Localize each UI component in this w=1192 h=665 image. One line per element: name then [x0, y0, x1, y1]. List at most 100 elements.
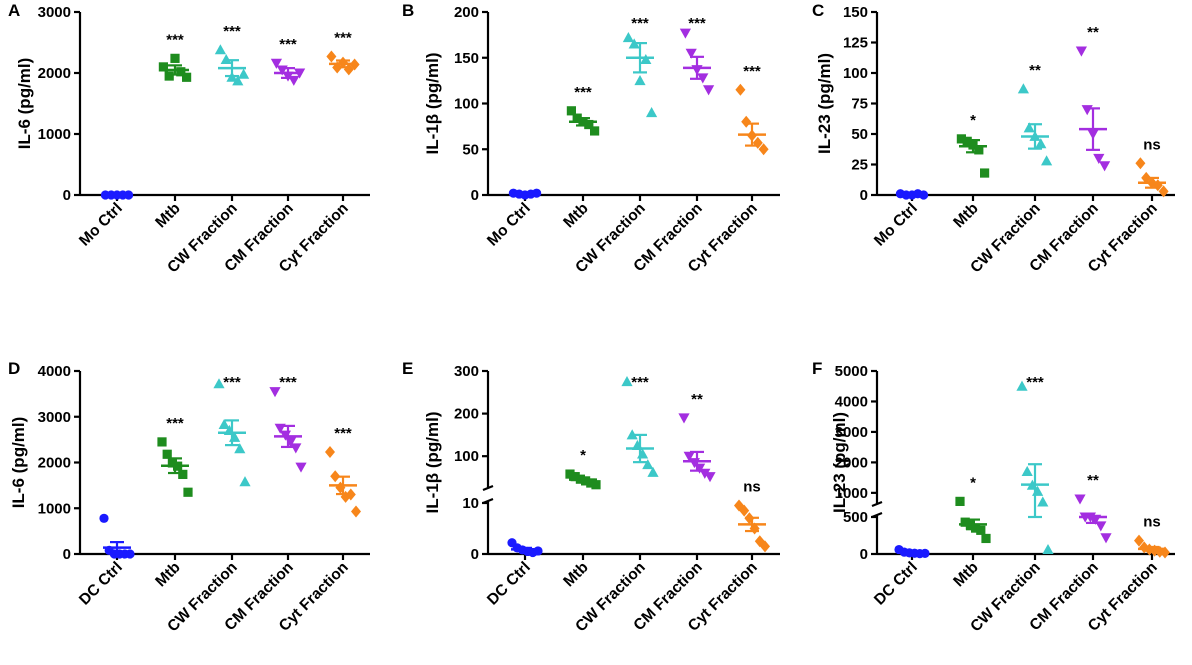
series-0: Mo Ctrl: [76, 190, 134, 250]
data-point: [1016, 380, 1028, 391]
axis-break-mark: [871, 500, 883, 508]
y-tick-label: 200: [454, 4, 479, 21]
series-0: Mo Ctrl: [484, 188, 542, 250]
data-point: [703, 85, 715, 96]
series-3: CM Fraction**: [630, 391, 716, 634]
series-1: Mtb ***: [560, 84, 600, 231]
y-tick-label: 100: [454, 96, 479, 113]
data-point: [960, 517, 970, 527]
data-point: [956, 134, 966, 144]
data-point: [1158, 185, 1169, 198]
significance-label: *: [970, 112, 976, 129]
data-point: [704, 472, 716, 483]
x-category-label: Mtb: [560, 200, 591, 231]
y-tick-label: 1000: [835, 485, 868, 502]
series-2: CW Fraction***: [164, 374, 251, 635]
data-point: [640, 53, 652, 65]
data-point: [590, 126, 600, 136]
significance-label: *: [580, 447, 586, 464]
x-category-label: Mtb: [950, 559, 981, 590]
data-point: [1075, 46, 1087, 57]
panel-letter: D: [8, 359, 20, 378]
data-point: [1023, 122, 1035, 133]
data-point: [325, 445, 335, 458]
y-tick-label: 75: [851, 96, 868, 113]
data-point: [962, 136, 972, 146]
series-1: Mtb *: [950, 112, 990, 231]
y-tick-label: 300: [454, 363, 479, 380]
y-axis-label: IL-6 (pg/ml): [9, 417, 28, 509]
y-tick-label: 0: [63, 546, 71, 563]
x-category-label: Mo Ctrl: [484, 200, 534, 250]
data-point: [326, 50, 337, 63]
data-point: [758, 143, 769, 156]
x-category-label: Mo Ctrl: [76, 200, 126, 250]
y-tick-label: 0: [860, 546, 868, 563]
significance-label: ***: [1026, 374, 1044, 391]
panel-f: F IL-23 (pg/ml) 0 500 1000 2000 3000 4000 5000 DC…: [812, 359, 1175, 635]
significance-label: ***: [334, 30, 352, 47]
significance-label: **: [1087, 472, 1099, 489]
data-point: [647, 466, 659, 477]
data-point: [343, 63, 354, 76]
data-point: [1135, 157, 1146, 170]
x-category-label: Mtb: [950, 200, 981, 231]
data-point: [1100, 533, 1112, 544]
x-category-label: Mo Ctrl: [871, 200, 921, 250]
series-1: Mtb ***: [152, 415, 193, 590]
data-point: [125, 549, 135, 559]
data-point: [220, 53, 232, 65]
data-point: [269, 387, 281, 398]
y-tick-label: 2000: [835, 454, 868, 471]
y-tick-label: 150: [454, 50, 479, 67]
data-point: [634, 75, 646, 86]
series-3: CM Fraction***: [630, 15, 715, 275]
data-point: [1134, 534, 1144, 547]
data-point: [586, 478, 596, 488]
data-point: [678, 413, 690, 424]
significance-label: ***: [166, 415, 184, 432]
data-point: [976, 525, 986, 535]
y-tick-label: 10: [462, 495, 479, 512]
series-4: Cyt Fraction***: [276, 425, 361, 635]
data-point: [570, 472, 580, 482]
series-1: Mtb *: [560, 447, 601, 590]
data-point: [351, 505, 361, 518]
y-axis-label: IL-1β (pg/ml): [423, 412, 442, 514]
data-point: [238, 68, 250, 79]
y-tick-label: 5000: [835, 363, 868, 380]
significance-label: ***: [279, 374, 297, 391]
data-point: [533, 546, 543, 556]
data-point: [971, 523, 981, 533]
significance-label: **: [691, 391, 703, 408]
data-point: [735, 83, 746, 96]
data-point: [566, 106, 576, 116]
data-point: [621, 376, 633, 387]
y-tick-label: 500: [843, 509, 868, 526]
significance-label: ***: [279, 36, 297, 53]
x-category-label: Mtb: [152, 200, 183, 231]
data-point: [178, 469, 188, 479]
series-1: Mtb *: [950, 474, 991, 590]
data-point: [565, 469, 575, 479]
y-tick-label: 100: [843, 65, 868, 82]
significance-label: **: [1087, 24, 1099, 41]
y-tick-label: 3000: [38, 4, 71, 21]
significance-label: ***: [688, 15, 706, 32]
y-axis-label: IL-23 (pg/ml): [830, 412, 849, 513]
series-0: Mo Ctrl: [871, 189, 929, 250]
significance-label: **: [1029, 62, 1041, 79]
y-tick-label: 25: [851, 157, 868, 174]
data-point: [170, 53, 180, 63]
data-point: [164, 71, 174, 81]
data-point: [642, 459, 654, 470]
panel-c: C IL-23 (pg/ml) 0 25 50 75 100 125 150 Mo Ctrl Mtb…: [812, 1, 1175, 276]
data-point: [158, 62, 168, 72]
panel-letter: C: [812, 1, 824, 20]
y-tick-label: 2000: [38, 65, 71, 82]
x-category-label: DC Ctrl: [871, 559, 921, 609]
data-point: [1041, 155, 1053, 166]
y-tick-label: 50: [462, 141, 479, 158]
